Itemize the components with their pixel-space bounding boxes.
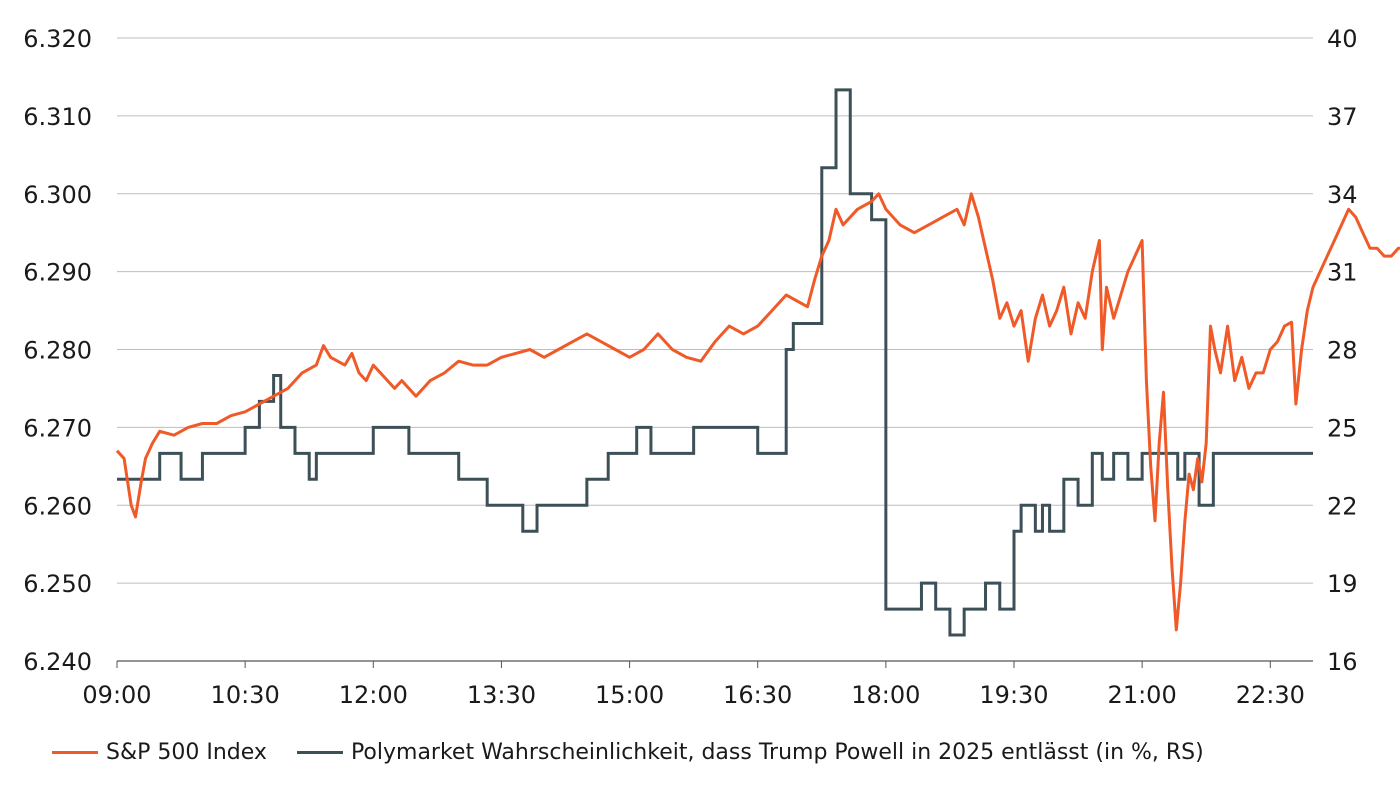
y-left-tick-label: 6.260 [23,492,92,520]
x-tick-label: 10:30 [211,681,280,709]
x-tick-label: 22:30 [1236,681,1305,709]
y-right-tick-label: 22 [1327,492,1358,520]
y-right-tick-label: 34 [1327,181,1358,209]
legend-swatch-polymarket [296,751,343,754]
x-tick-label: 19:30 [979,681,1048,709]
legend-item-polymarket: Polymarket Wahrscheinlichkeit, dass Trum… [296,740,1204,765]
x-tick-label: 16:30 [723,681,792,709]
y-left-tick-label: 6.300 [23,181,92,209]
x-axis: 09:00 10:30 12:00 13:30 15:00 16:30 18:00 19:30… [82,661,1305,709]
y-right-tick-label: 31 [1327,259,1358,287]
legend-swatch-sp500 [52,751,98,754]
y-axis-left: 6.240 6.250 6.260 6.270 6.280 6.290 6.300 6.310… [23,25,92,676]
legend: S&P 500 Index Polymarket Wahrscheinlichk… [52,740,1234,765]
y-right-tick-label: 16 [1327,648,1358,676]
x-tick-label: 18:00 [851,681,920,709]
y-right-tick-label: 37 [1327,103,1358,131]
series-line-polymarket [117,88,1313,637]
x-tick-label: 13:30 [467,681,536,709]
x-tick-label: 21:00 [1108,681,1177,709]
x-tick-label: 15:00 [595,681,664,709]
y-right-tick-label: 40 [1327,25,1358,53]
series-line-sp500 [115,192,1400,632]
y-right-tick-label: 28 [1327,337,1358,365]
y-left-tick-label: 6.270 [23,414,92,442]
legend-label-polymarket: Polymarket Wahrscheinlichkeit, dass Trum… [350,740,1204,765]
y-axis-right: 16 19 22 25 28 31 34 37 40 [1327,25,1358,676]
y-right-tick-label: 19 [1327,570,1358,598]
x-tick-label: 09:00 [82,681,151,709]
y-left-tick-label: 6.310 [23,103,92,131]
y-left-tick-label: 6.320 [23,25,92,53]
x-tick-label: 12:00 [339,681,408,709]
y-left-tick-label: 6.290 [23,259,92,287]
legend-label-sp500: S&P 500 Index [106,740,267,765]
y-left-tick-label: 6.240 [23,648,92,676]
y-left-tick-label: 6.280 [23,337,92,365]
legend-item-sp500: S&P 500 Index [52,740,267,765]
y-right-tick-label: 25 [1327,414,1358,442]
series-lines [115,88,1400,637]
y-left-tick-label: 6.250 [23,570,92,598]
gridlines [117,37,1313,662]
